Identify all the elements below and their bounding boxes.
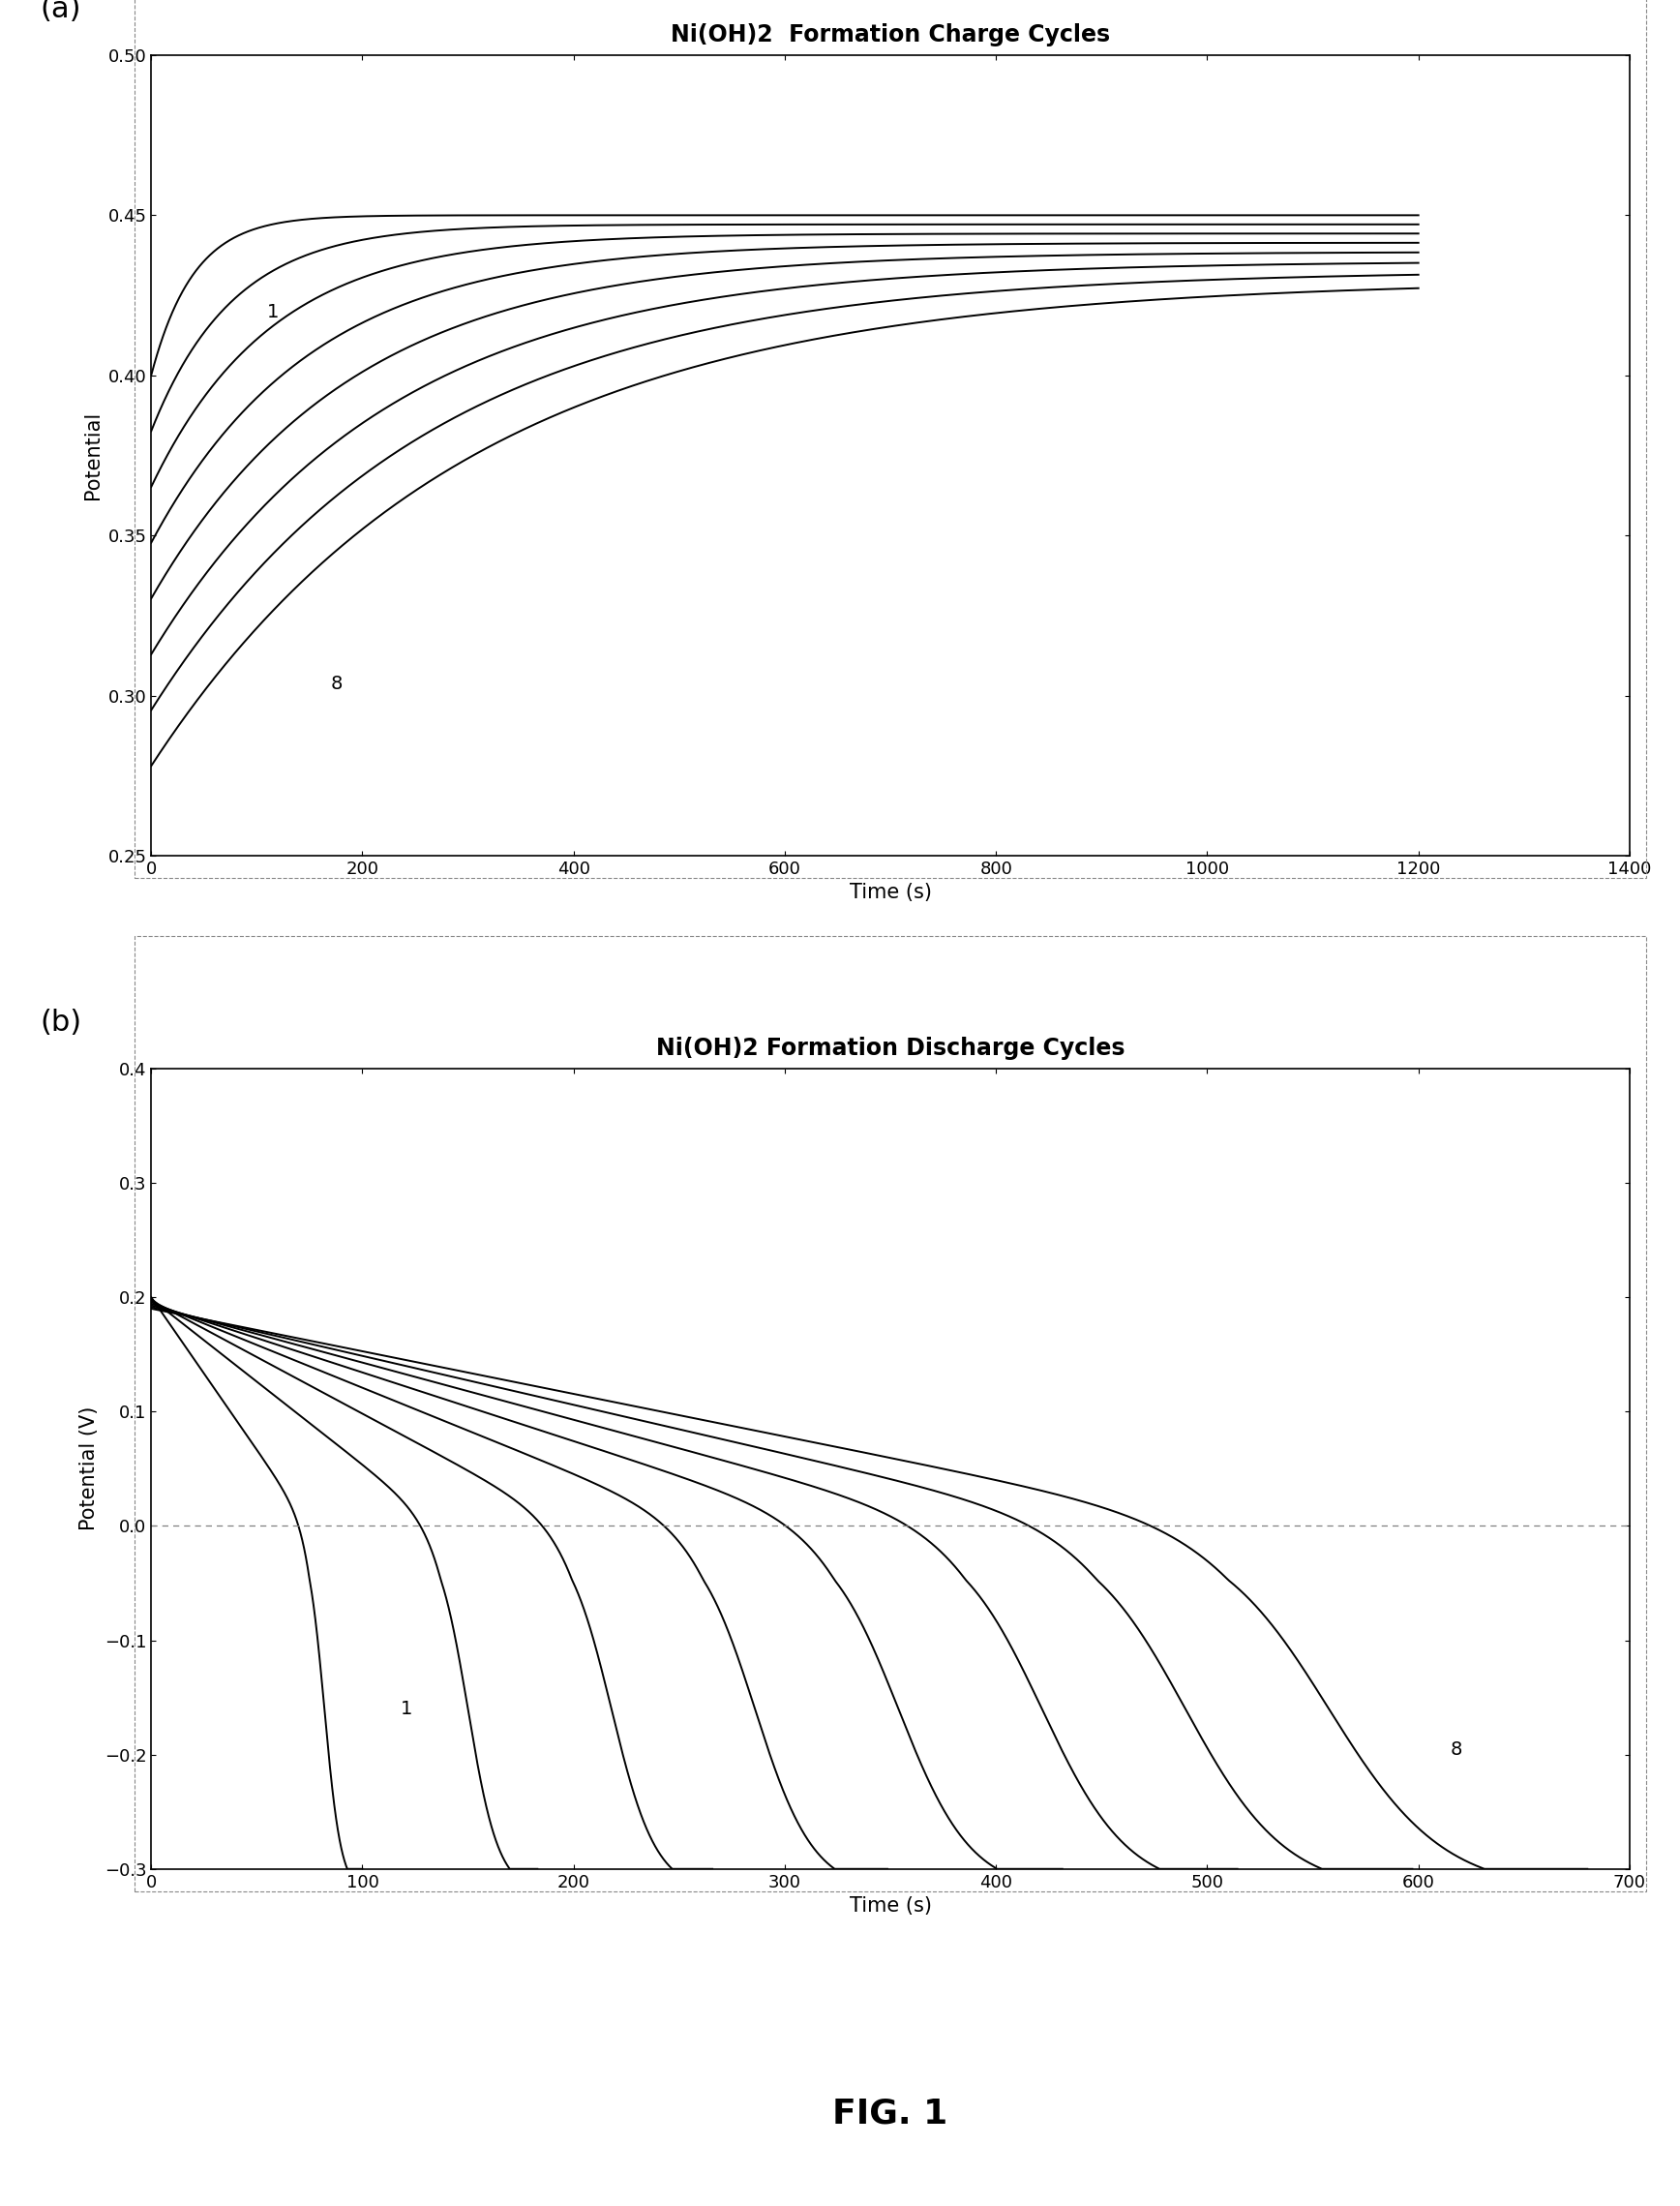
Y-axis label: Potential: Potential (82, 410, 102, 499)
Text: (b): (b) (40, 1008, 82, 1037)
Title: Ni(OH)2 Formation Discharge Cycles: Ni(OH)2 Formation Discharge Cycles (655, 1037, 1126, 1059)
Text: 8: 8 (1450, 1741, 1462, 1758)
Text: 8: 8 (331, 675, 343, 693)
X-axis label: Time (s): Time (s) (850, 882, 931, 902)
Text: 1: 1 (267, 302, 279, 322)
Text: FIG. 1: FIG. 1 (833, 2098, 948, 2131)
X-axis label: Time (s): Time (s) (850, 1897, 931, 1915)
Text: (a): (a) (40, 0, 81, 22)
Text: 1: 1 (400, 1701, 412, 1718)
Y-axis label: Potential (V): Potential (V) (79, 1407, 99, 1531)
Title: Ni(OH)2  Formation Charge Cycles: Ni(OH)2 Formation Charge Cycles (670, 24, 1110, 46)
